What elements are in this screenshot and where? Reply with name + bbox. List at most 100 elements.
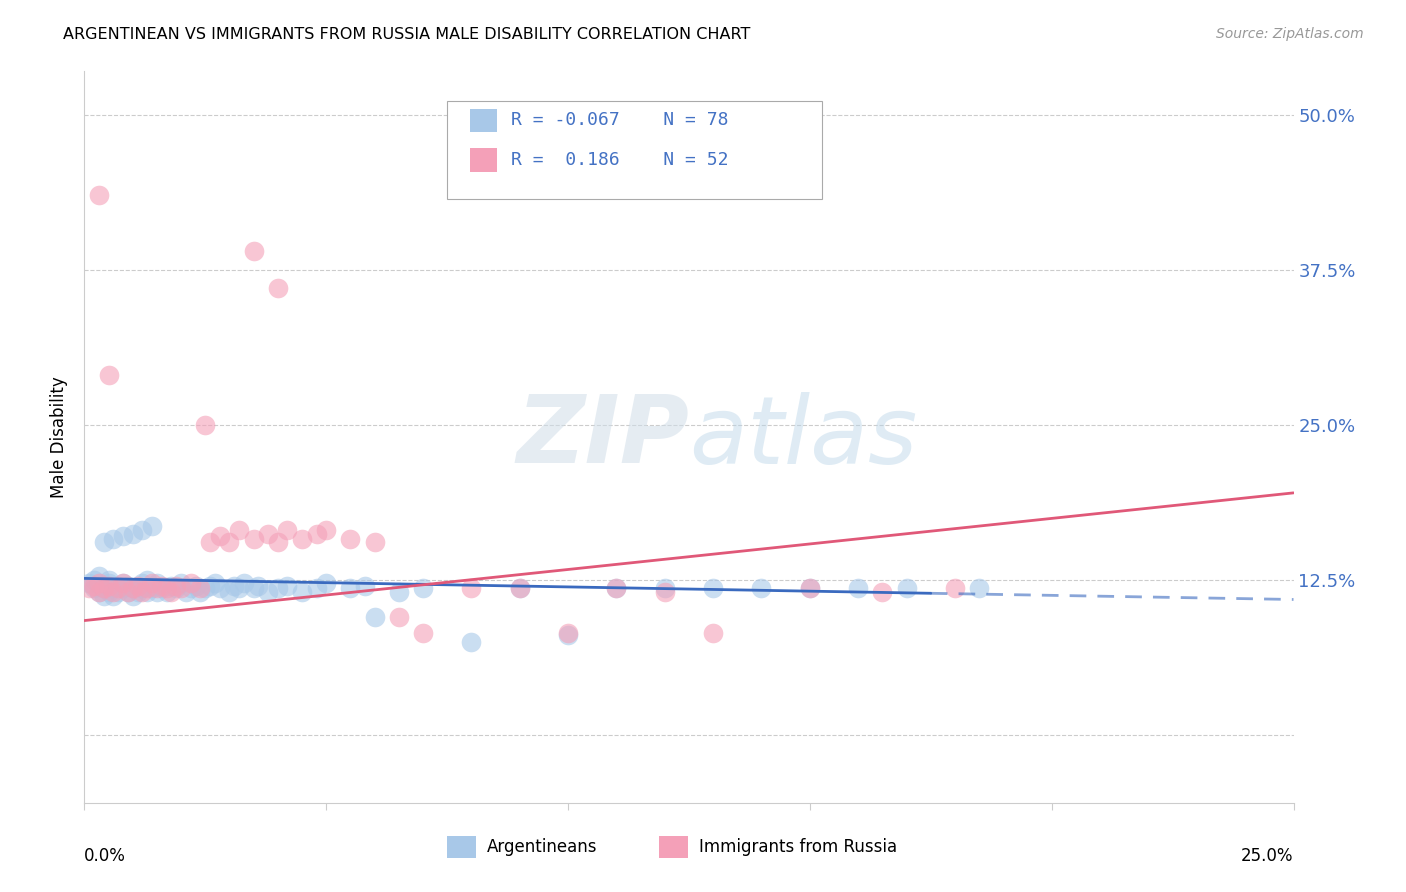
Point [557,628,579,642]
Point [117,585,139,599]
Point [103,589,125,603]
Point [276,523,298,537]
Point [160,579,183,593]
Point [247,579,270,593]
Point [117,579,139,593]
Point [190,585,212,599]
Point [184,579,207,593]
Point [267,281,290,295]
Point [107,585,129,599]
Point [242,244,264,259]
Point [121,582,143,596]
Point [967,582,990,596]
Text: ZIP: ZIP [516,391,689,483]
FancyBboxPatch shape [447,101,823,200]
Point [107,579,129,593]
Point [83,582,105,596]
Point [751,582,773,596]
Text: Argentineans: Argentineans [486,838,598,855]
Point [257,526,280,541]
Point [190,582,212,596]
Point [160,585,183,599]
Point [315,523,337,537]
Text: R = -0.067    N = 78: R = -0.067 N = 78 [512,112,728,129]
Point [702,626,724,640]
Point [509,582,531,596]
Point [276,579,298,593]
Point [204,576,226,591]
Point [77,576,100,591]
Point [412,626,434,640]
Point [605,582,627,596]
Point [97,573,120,587]
Point [170,582,193,596]
Point [305,526,328,541]
FancyBboxPatch shape [447,836,477,858]
Point [305,582,328,596]
Point [87,576,110,591]
Point [799,582,821,596]
Point [97,576,120,591]
Point [87,188,110,202]
Text: 25.0%: 25.0% [1241,847,1294,864]
Point [228,582,250,596]
Point [165,582,187,596]
Point [354,579,377,593]
Point [208,529,231,543]
Point [388,610,411,624]
Point [208,582,231,596]
Point [112,576,135,591]
Point [702,582,724,596]
Point [93,582,115,596]
Point [121,582,143,596]
Point [83,573,105,587]
Point [136,585,159,599]
Point [291,585,314,599]
Point [315,576,337,591]
Point [267,582,290,596]
Point [363,610,385,624]
Point [799,582,821,596]
Point [93,589,115,603]
Point [87,579,110,593]
Point [170,576,193,591]
Point [112,576,135,591]
Point [339,582,361,596]
Point [165,579,187,593]
Text: atlas: atlas [689,392,917,483]
Point [93,535,115,549]
Point [654,585,676,599]
Point [83,579,105,593]
Point [198,579,221,593]
Point [77,582,100,596]
Point [136,582,159,596]
Point [174,585,197,599]
Point [218,585,240,599]
Text: ARGENTINEAN VS IMMIGRANTS FROM RUSSIA MALE DISABILITY CORRELATION CHART: ARGENTINEAN VS IMMIGRANTS FROM RUSSIA MA… [63,27,751,42]
Point [103,582,125,596]
Point [194,417,217,432]
Point [117,585,139,599]
Point [339,532,361,546]
Point [97,585,120,599]
Text: R =  0.186    N = 52: R = 0.186 N = 52 [512,151,728,169]
Point [228,523,250,537]
Point [87,585,110,599]
Point [146,585,169,599]
Point [943,582,966,596]
Point [267,535,290,549]
Point [605,582,627,596]
Point [131,523,153,537]
Point [896,582,918,596]
Point [872,585,894,599]
Point [654,582,676,596]
Point [388,585,411,599]
Point [97,579,120,593]
Point [146,582,169,596]
Point [141,576,163,591]
Point [141,519,163,533]
Point [127,585,149,599]
Point [233,576,256,591]
Point [224,579,246,593]
Point [103,532,125,546]
